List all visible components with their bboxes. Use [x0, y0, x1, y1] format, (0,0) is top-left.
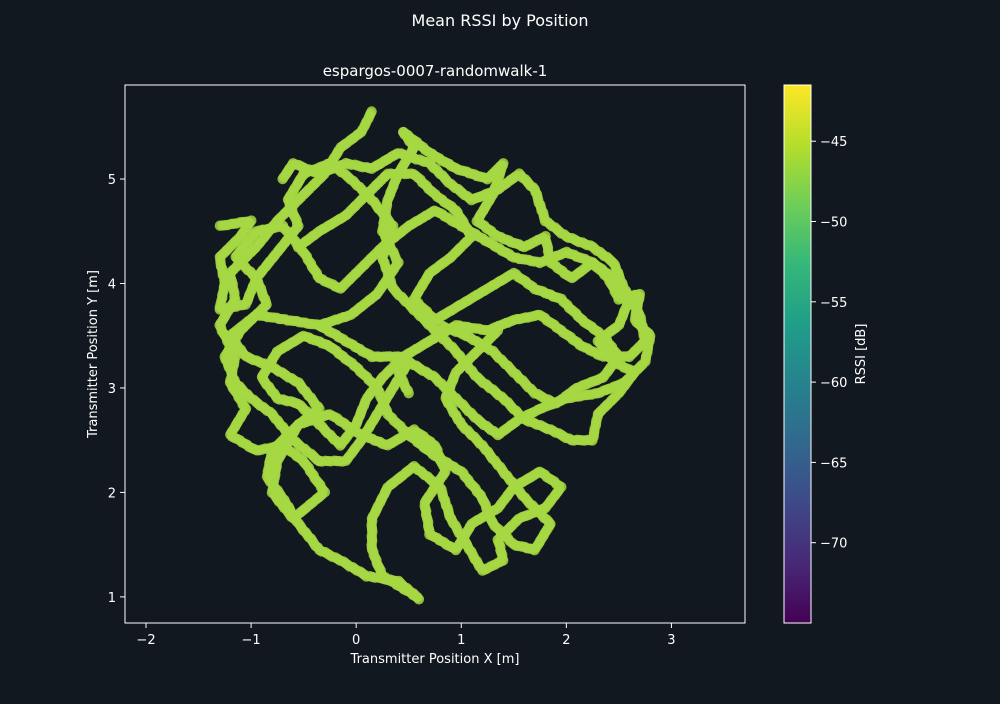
plot-area: [214, 106, 656, 605]
data-point: [214, 220, 226, 231]
y-tick-label: 4: [108, 277, 116, 292]
chart-title: espargos-0007-randomwalk-1: [323, 62, 548, 80]
x-axis-label: Transmitter Position X [m]: [350, 652, 520, 667]
x-tick-label: 0: [352, 633, 360, 648]
x-axis-ticks: −2 −1 0 1 2 3: [136, 623, 676, 648]
data-point: [435, 319, 446, 331]
chart-suptitle: Mean RSSI by Position: [412, 11, 589, 30]
x-tick-label: 2: [562, 633, 570, 648]
y-tick-label: 1: [108, 591, 116, 606]
colorbar-tick-label: −50: [820, 216, 847, 231]
x-tick-label: 1: [457, 633, 465, 648]
x-tick-label: −1: [242, 633, 261, 648]
trajectory-series: [214, 106, 656, 605]
x-tick-label: 3: [667, 633, 675, 648]
data-point: [492, 325, 504, 336]
y-axis-ticks: 1 2 3 4 5: [108, 173, 125, 606]
x-tick-label: −2: [136, 633, 155, 648]
y-tick-label: 3: [108, 382, 116, 397]
colorbar-tick-label: −70: [820, 537, 847, 552]
colorbar-tick-label: −55: [820, 296, 847, 311]
data-point: [277, 173, 288, 185]
plot-frame: [124, 84, 746, 624]
y-tick-label: 5: [108, 173, 116, 188]
y-axis-label: Transmitter Position Y [m]: [86, 270, 101, 439]
colorbar: [783, 84, 812, 624]
y-tick-label: 2: [108, 486, 116, 501]
colorbar-tick-label: −45: [820, 135, 847, 150]
colorbar-tick-label: −65: [820, 456, 847, 471]
colorbar-label: RSSI [dB]: [854, 324, 869, 385]
colorbar-ticks: −45 −50 −55 −60 −65 −70: [811, 135, 847, 552]
colorbar-tick-label: −60: [820, 376, 847, 391]
